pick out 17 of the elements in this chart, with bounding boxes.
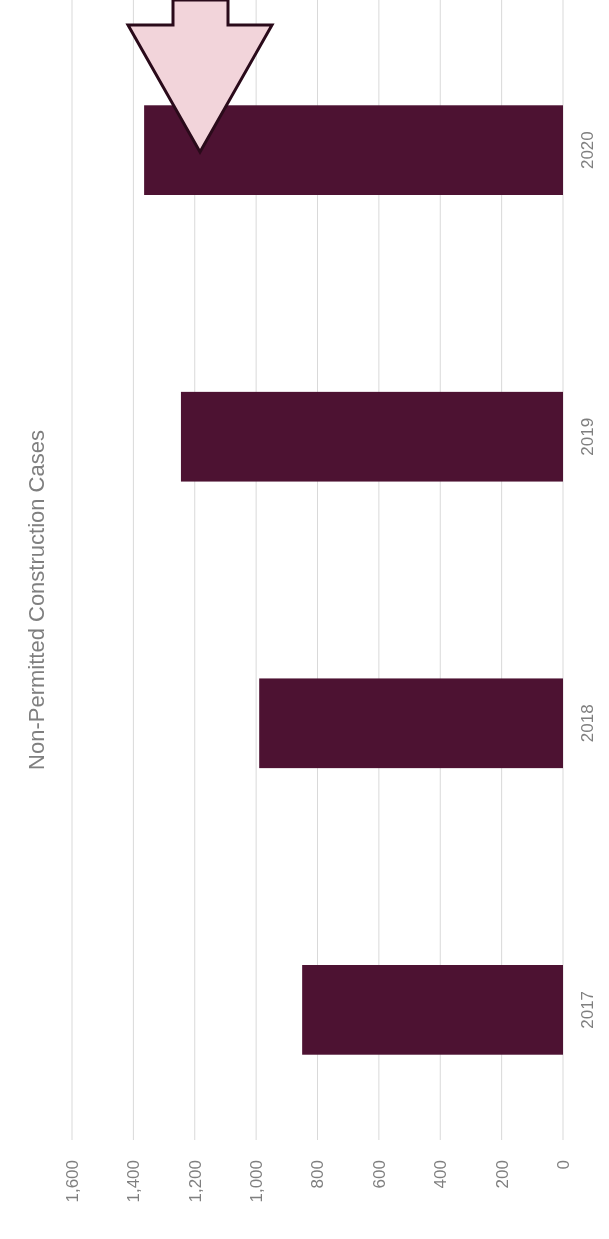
bar <box>180 391 563 482</box>
x-tick-label: 400 <box>431 1160 451 1189</box>
y-tick-label: 2017 <box>578 990 597 1029</box>
bar <box>259 678 563 769</box>
x-tick-label: 1,400 <box>124 1160 144 1203</box>
y-tick-label: 2019 <box>578 417 597 456</box>
text: Non-Permitted Construction Cases <box>24 430 49 770</box>
x-tick-label: 1,000 <box>247 1160 267 1203</box>
bar <box>302 965 563 1055</box>
x-tick-label: 1,200 <box>185 1160 205 1203</box>
y-tick-label: 2018 <box>578 704 597 743</box>
y-tick-label: 2020 <box>578 131 597 170</box>
x-tick-label: 800 <box>308 1160 328 1189</box>
x-tick-label: 0 <box>553 1160 573 1170</box>
x-tick-label: 600 <box>369 1160 389 1189</box>
x-tick-label: 200 <box>492 1160 512 1189</box>
x-tick-label: 1,600 <box>62 1160 82 1203</box>
